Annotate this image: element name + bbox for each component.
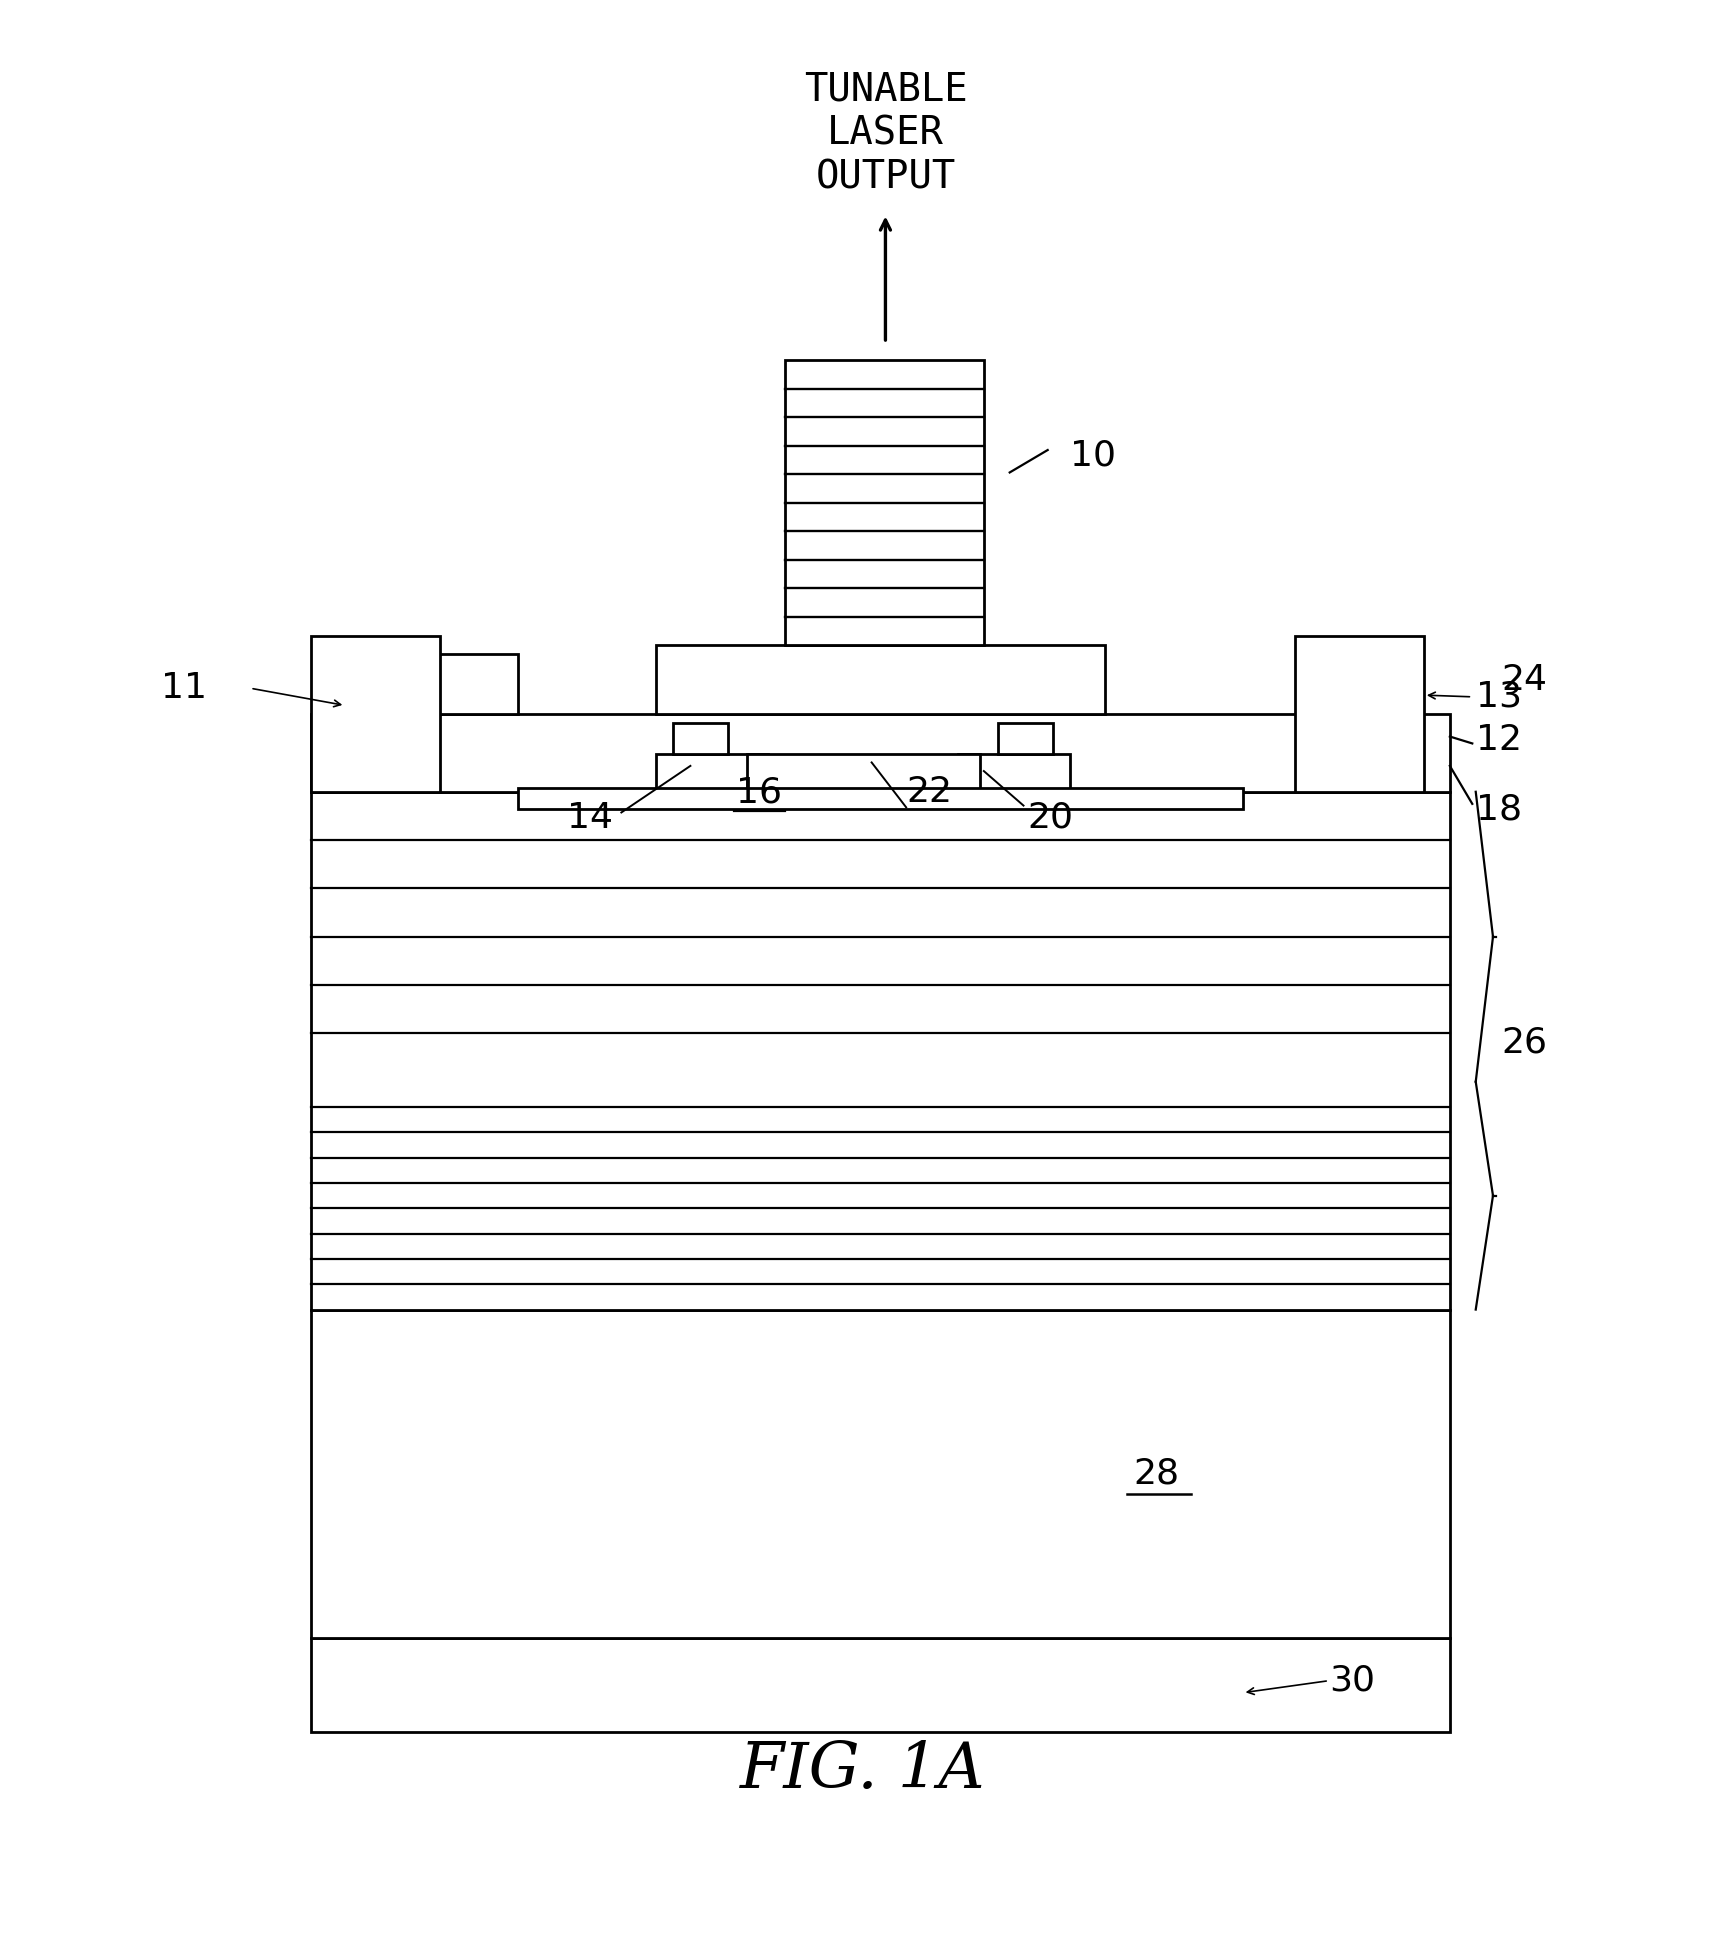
FancyBboxPatch shape [673, 722, 728, 753]
Text: 22: 22 [906, 775, 953, 810]
Text: 10: 10 [1070, 438, 1117, 473]
FancyBboxPatch shape [998, 722, 1053, 753]
Text: 16: 16 [737, 775, 782, 810]
Text: TUNABLE
LASER
OUTPUT: TUNABLE LASER OUTPUT [804, 70, 967, 197]
Text: 30: 30 [1329, 1664, 1376, 1697]
FancyBboxPatch shape [785, 360, 984, 644]
Text: FIG. 1A: FIG. 1A [740, 1740, 986, 1802]
FancyBboxPatch shape [1294, 636, 1424, 792]
Text: 20: 20 [1027, 800, 1074, 835]
FancyBboxPatch shape [311, 636, 440, 792]
FancyBboxPatch shape [345, 654, 518, 714]
FancyBboxPatch shape [747, 753, 980, 792]
FancyBboxPatch shape [311, 714, 1450, 792]
Text: 26: 26 [1502, 1026, 1548, 1059]
FancyBboxPatch shape [656, 753, 768, 792]
FancyBboxPatch shape [311, 1310, 1450, 1637]
FancyBboxPatch shape [311, 792, 1450, 1310]
Text: 28: 28 [1134, 1456, 1179, 1491]
FancyBboxPatch shape [518, 788, 1243, 810]
Text: 11: 11 [161, 671, 207, 704]
FancyBboxPatch shape [311, 1637, 1450, 1732]
FancyBboxPatch shape [656, 644, 1105, 714]
Text: 18: 18 [1476, 792, 1522, 825]
Text: 13: 13 [1476, 679, 1522, 714]
Text: 12: 12 [1476, 724, 1522, 757]
Text: 24: 24 [1502, 662, 1548, 697]
FancyBboxPatch shape [958, 753, 1070, 792]
Text: 14: 14 [566, 800, 613, 835]
